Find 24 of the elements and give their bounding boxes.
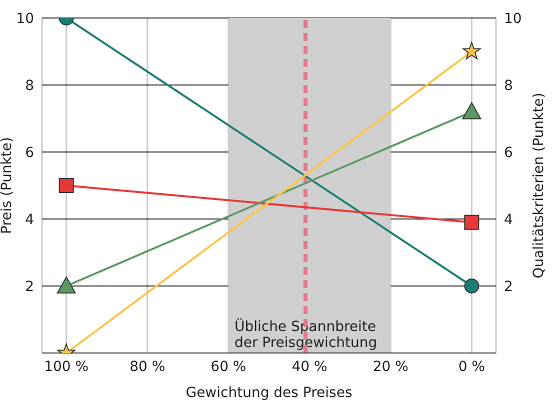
y-tick-label: 8 (25, 78, 34, 94)
point (464, 278, 480, 294)
y-tick-label: 6 (25, 144, 34, 161)
y2-tick-label: 10 (504, 10, 522, 27)
point (58, 178, 74, 193)
y2-tick-label: 4 (504, 212, 513, 228)
y-tick-label: 10 (16, 10, 34, 27)
x-tick-label: 100 % (44, 358, 89, 375)
point (462, 42, 481, 60)
band-label: Übliche Spannbreite der Preisgewichtung (234, 318, 378, 351)
y2-tick-label: 2 (504, 278, 513, 295)
y-tick-label: 4 (25, 212, 34, 228)
x-tick-label: 60 % (210, 358, 246, 375)
x-tick-label: 80 % (130, 358, 166, 375)
x-tick-label: 20 % (372, 358, 408, 375)
point (464, 214, 480, 230)
y2-tick-label: 6 (504, 144, 513, 161)
y-tick-label: 2 (25, 278, 34, 295)
y2-tick-label: 8 (504, 78, 513, 94)
y2-axis-title: Qualitätskriterien (Punkte) (530, 92, 547, 278)
y-axis-title: Preis (Punkte) (0, 137, 15, 234)
x-tick-label: 40 % (292, 358, 328, 375)
x-tick-label: 0 % (458, 358, 486, 375)
x-axis-title: Gewichtung des Preises (186, 385, 352, 401)
